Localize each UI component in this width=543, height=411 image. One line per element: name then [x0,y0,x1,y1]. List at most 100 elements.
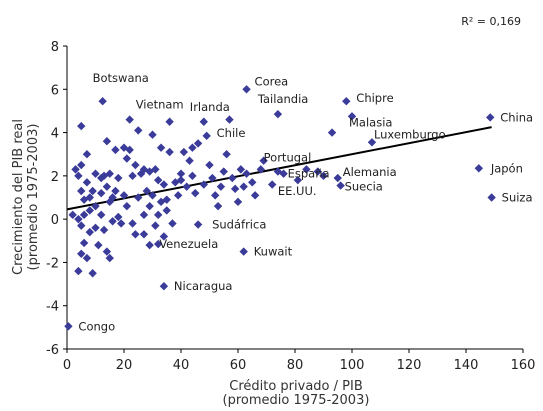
data-point [302,165,311,174]
data-point [142,186,151,196]
data-point [91,223,100,232]
data-point [236,165,246,174]
data-point-labeled [333,173,342,183]
data-point [165,147,174,157]
data-point-labeled [193,220,203,229]
data-point [97,210,106,220]
data-point [168,219,177,228]
data-point [74,171,83,181]
data-point [268,180,277,189]
point-label: Congo [78,319,115,333]
point-label: Kuwait [254,245,293,259]
data-point [91,169,100,178]
point-label: Portugal [264,151,312,165]
point-labels: Botswana Corea Vietnam Irlanda Tailandia Chip… [78,71,533,333]
data-point [193,139,203,148]
data-point [188,171,197,181]
data-point-labeled [474,164,484,173]
data-point [131,230,140,239]
point-label: Vietnam [136,98,184,112]
data-point [139,210,149,220]
point-label: EE.UU. [278,184,317,198]
data-point-labeled [125,115,134,124]
y-tick-label: -6 [46,343,59,358]
y-tick-label: -2 [46,256,59,271]
data-point-labeled [98,96,107,106]
point-label: Nicaragua [174,279,233,293]
data-point [85,227,94,237]
data-point-labeled [199,117,208,126]
data-point [88,186,97,196]
data-point [97,188,106,198]
data-point-labeled [242,85,251,94]
x-tick-label: 20 [116,358,133,373]
data-point [185,156,194,165]
data-point [77,249,86,258]
point-label: Japón [490,161,523,175]
data-point [139,230,149,239]
data-point [116,219,126,228]
data-point [128,171,137,181]
data-point [77,186,86,196]
data-point-labeled [259,156,268,165]
data-point [99,171,109,181]
data-point [108,193,117,202]
data-point [114,212,123,222]
data-point [74,214,83,224]
point-label: Malasia [349,115,392,129]
data-point-labeled [239,247,248,256]
data-point [248,178,257,187]
y-tick-label: 0 [51,213,59,228]
data-point-labeled [486,113,495,122]
data-point [85,206,94,215]
data-point-labeled [159,282,169,291]
data-point [79,195,89,204]
y-tick-label: 4 [51,127,59,142]
data-point [154,175,163,185]
data-point [228,173,237,183]
data-point [122,154,132,163]
data-point [173,191,183,200]
x-tick-label: 160 [511,358,536,373]
data-point [77,221,86,230]
data-point [82,150,92,159]
data-point-labeled [279,169,288,178]
data-point-labeled [347,112,357,121]
r-squared-annotation: R² = 0,169 [461,15,521,28]
data-point [148,130,157,139]
data-point [233,197,243,207]
data-point [222,150,231,159]
data-point [176,175,186,185]
data-point [74,266,83,276]
data-points [64,85,496,331]
data-point [77,121,86,131]
data-point [188,143,197,152]
data-point [256,165,265,174]
data-point [105,253,114,263]
data-point [327,128,337,137]
x-tick-label: 80 [287,358,304,373]
data-point [216,182,226,191]
point-label: Luxemburgo [374,127,446,141]
point-label: Tailandia [257,92,308,106]
data-point-labeled [154,239,163,249]
data-point [165,117,174,126]
data-point-labeled [273,109,283,119]
data-point [151,165,160,174]
point-label: Irlanda [190,100,230,114]
data-point [114,173,123,183]
point-label: Suecia [345,180,383,194]
x-ticks: 0 20 40 60 80 100 120 140 160 [63,349,536,373]
data-point [250,191,260,200]
y-ticks: -6 -4 -2 0 2 4 6 8 [46,40,67,358]
x-axis-title-line2: (promedio 1975-2003) [223,393,370,408]
y-axis-title-line1: Crecimiento del PIB real [11,119,26,275]
data-point [68,210,77,220]
data-point [102,137,112,146]
data-point [182,182,191,191]
point-label: China [500,110,533,124]
data-point [313,167,322,176]
data-point [219,167,228,176]
data-point [108,217,117,226]
data-point [148,191,157,200]
